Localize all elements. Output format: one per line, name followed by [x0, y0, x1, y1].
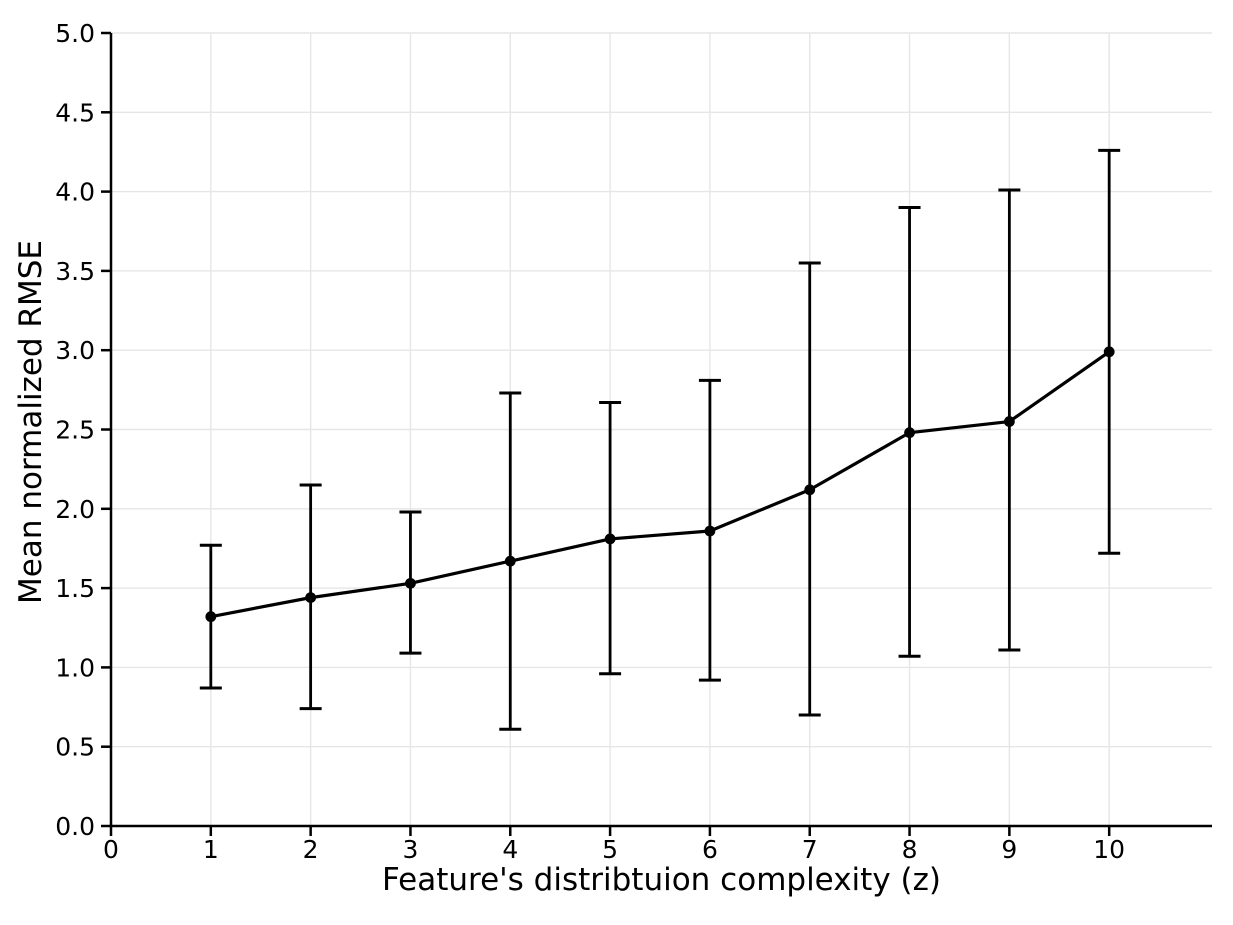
y-tick-label: 3.0 [55, 336, 95, 365]
x-tick-label: 2 [303, 835, 319, 864]
x-axis-ticks: 0 1 2 3 4 5 6 7 8 9 10 [103, 826, 1125, 864]
y-tick-label: 3.5 [55, 257, 95, 286]
data-point [704, 525, 716, 537]
y-axis-ticks: 0.0 0.5 1.0 1.5 2.0 2.5 3.0 3.5 4.0 4.5 5.0 [55, 19, 111, 841]
y-tick-label: 4.5 [55, 98, 95, 127]
data-point [205, 611, 217, 623]
x-tick-label: 10 [1093, 835, 1125, 864]
data-point [804, 484, 816, 496]
y-tick-label: 0.5 [55, 733, 95, 762]
y-tick-label: 4.0 [55, 178, 95, 207]
y-axis-label: Mean normalized RMSE [13, 240, 49, 604]
x-tick-label: 1 [203, 835, 219, 864]
y-tick-label: 1.5 [55, 574, 95, 603]
data-point [504, 555, 516, 567]
x-tick-label: 3 [403, 835, 419, 864]
y-tick-label: 2.0 [55, 495, 95, 524]
x-tick-label: 9 [1001, 835, 1017, 864]
data-point [904, 427, 915, 439]
gridlines [111, 32, 1212, 826]
y-tick-label: 2.5 [55, 416, 95, 445]
data-point [305, 592, 317, 604]
data-point [1103, 346, 1115, 358]
x-tick-label: 8 [902, 835, 918, 864]
x-tick-label: 5 [602, 835, 618, 864]
data-point [405, 577, 416, 589]
y-tick-label: 5.0 [55, 19, 95, 48]
x-axis-label: Feature's distribtuion complexity (z) [382, 862, 941, 898]
x-tick-label: 0 [103, 835, 119, 864]
x-tick-label: 7 [802, 835, 818, 864]
data-point [604, 533, 616, 545]
error-bars [199, 148, 1121, 731]
y-tick-label: 0.0 [55, 812, 95, 841]
y-tick-label: 1.0 [55, 653, 95, 682]
data-point [1003, 416, 1015, 427]
x-tick-label: 6 [702, 835, 718, 864]
x-tick-label: 4 [502, 835, 518, 864]
data-points [205, 346, 1115, 623]
data-line [210, 350, 1111, 619]
